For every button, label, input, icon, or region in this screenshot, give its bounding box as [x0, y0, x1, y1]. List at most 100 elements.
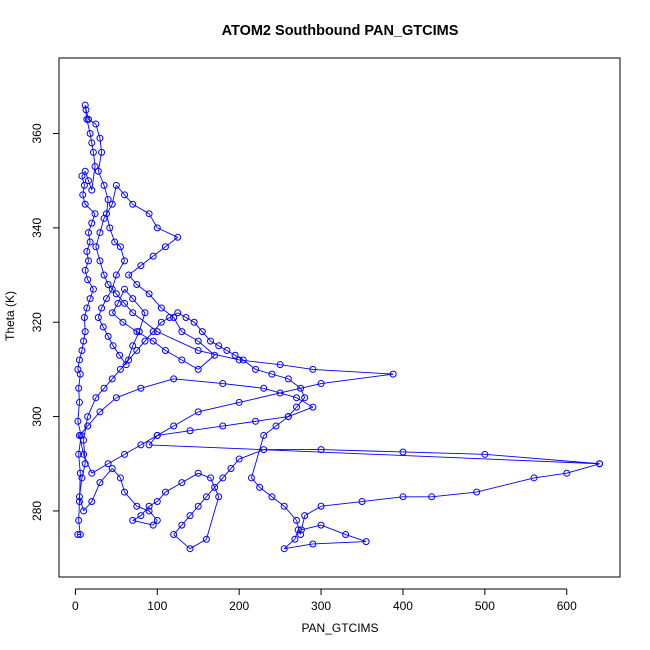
series-segment — [136, 340, 146, 351]
data-point — [91, 163, 99, 171]
data-point — [596, 460, 604, 468]
data-point — [81, 460, 89, 468]
data-point — [104, 332, 112, 340]
series-segment — [97, 317, 104, 328]
series-segment — [259, 486, 273, 498]
series-segment — [91, 142, 94, 153]
series-segment — [89, 289, 94, 299]
series-segment — [103, 274, 109, 285]
data-point — [125, 271, 133, 279]
series-segment — [83, 331, 86, 342]
series-segment — [99, 260, 105, 276]
series-segment — [321, 449, 403, 453]
series-segment — [83, 440, 86, 464]
data-point — [342, 531, 350, 539]
series-segment — [189, 425, 223, 432]
data-point — [94, 314, 102, 321]
series-segment — [107, 284, 117, 295]
series-segment — [226, 350, 236, 356]
data-point — [211, 351, 219, 359]
series-segment — [198, 401, 240, 413]
series-segment — [132, 515, 142, 521]
series-segment — [128, 350, 138, 361]
data-point — [111, 238, 119, 246]
data-point — [272, 422, 280, 430]
series-segment — [102, 326, 109, 337]
data-point — [98, 304, 106, 312]
data-point — [114, 299, 122, 307]
data-point — [260, 446, 268, 454]
series-segment — [271, 496, 285, 507]
data-point — [235, 356, 243, 364]
series-segment — [312, 541, 367, 545]
series-segment — [115, 185, 125, 196]
data-point — [362, 538, 370, 546]
data-point — [104, 460, 112, 468]
series-segment — [173, 317, 183, 332]
series-segment — [106, 199, 109, 214]
data-point — [301, 512, 309, 520]
data-point — [284, 375, 292, 383]
data-point — [166, 314, 174, 321]
series-segment — [148, 510, 158, 521]
series-segment — [206, 487, 215, 498]
data-point — [75, 431, 83, 439]
data-point — [100, 384, 108, 392]
data-point — [170, 422, 178, 430]
x-tick-label: 100 — [147, 599, 167, 613]
data-point — [92, 120, 100, 128]
series-segment — [111, 303, 119, 314]
series-segment — [120, 359, 129, 370]
data-point — [563, 469, 571, 477]
data-point — [112, 290, 120, 298]
data-point — [121, 285, 129, 293]
series-segment — [222, 468, 232, 479]
series-segment — [157, 331, 199, 351]
data-point — [268, 493, 276, 501]
series-segment — [185, 317, 195, 323]
data-point — [74, 365, 82, 373]
series-segment — [148, 435, 158, 446]
data-point — [186, 427, 194, 435]
series-segment — [222, 420, 256, 427]
data-point — [129, 200, 137, 208]
series-segment — [157, 430, 191, 436]
series-segment — [79, 425, 88, 436]
data-point — [137, 441, 145, 449]
series-segment — [476, 477, 535, 493]
data-point — [252, 417, 260, 425]
data-point — [317, 502, 325, 510]
data-point — [260, 384, 268, 392]
data-point — [121, 299, 129, 307]
data-point — [297, 384, 305, 392]
data-point — [153, 431, 161, 439]
series-segment — [484, 453, 600, 465]
data-point — [145, 210, 153, 218]
data-point — [186, 545, 194, 553]
data-point — [231, 351, 239, 359]
data-point — [83, 247, 91, 255]
data-point — [284, 413, 292, 421]
data-point — [74, 417, 82, 425]
data-point — [129, 295, 137, 303]
series-segment — [109, 227, 116, 243]
data-point — [80, 507, 88, 515]
series-segment — [144, 331, 154, 342]
data-point — [153, 328, 161, 336]
x-tick-label: 300 — [311, 599, 331, 613]
data-point — [530, 474, 538, 482]
series-segment — [263, 387, 297, 399]
data-point — [149, 521, 157, 529]
data-point — [389, 370, 397, 378]
series-segment — [81, 341, 85, 351]
data-point — [81, 328, 89, 336]
y-tick-label: 340 — [30, 218, 44, 238]
data-point — [129, 342, 137, 350]
series-segment — [140, 378, 174, 389]
series-segment — [205, 496, 220, 540]
series-segment — [111, 274, 117, 290]
data-point — [88, 139, 96, 147]
data-point — [75, 493, 83, 501]
data-point — [121, 257, 129, 265]
data-point — [317, 380, 325, 388]
